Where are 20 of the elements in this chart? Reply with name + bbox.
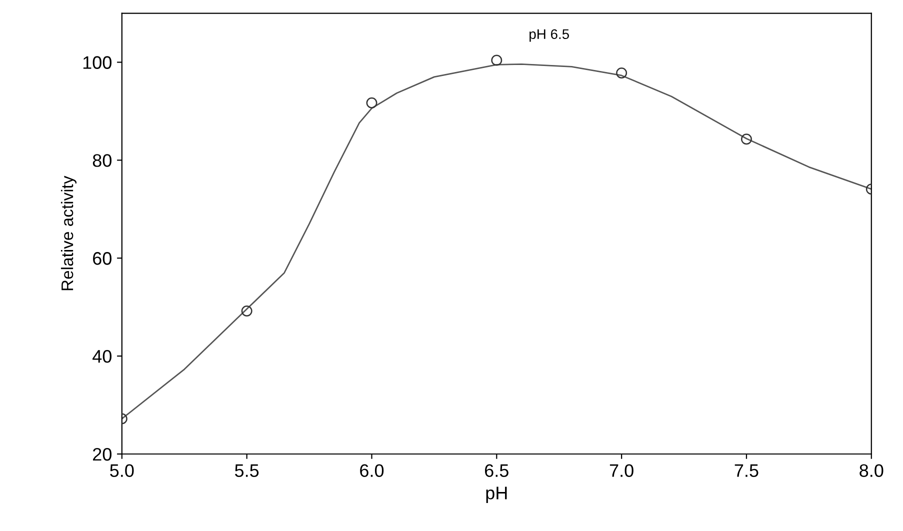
x-tick-label: 5.0 — [110, 464, 134, 477]
x-tick-label: 6.5 — [485, 464, 508, 477]
x-axis-title: pH — [486, 486, 507, 503]
y-tick-label: 80 — [92, 154, 112, 167]
y-tick-label: 60 — [93, 252, 112, 265]
x-tick-label: 8.0 — [860, 464, 884, 477]
point — [366, 97, 378, 108]
x-tick-label: 5.5 — [234, 464, 259, 477]
x-tick-label: 7.0 — [610, 464, 634, 477]
point — [740, 134, 752, 145]
y-tick-label: 100 — [83, 56, 112, 69]
y-tick-label: 20 — [93, 448, 112, 461]
y-axis-title: Relative activity — [60, 176, 77, 290]
point — [491, 54, 502, 66]
annotation: pH 6.5 — [530, 29, 569, 42]
point — [616, 68, 628, 79]
y-tick-label: 40 — [92, 350, 112, 363]
x-tick-label: 6.0 — [360, 464, 384, 477]
x-tick-label: 7.5 — [734, 464, 758, 477]
point — [241, 306, 252, 316]
